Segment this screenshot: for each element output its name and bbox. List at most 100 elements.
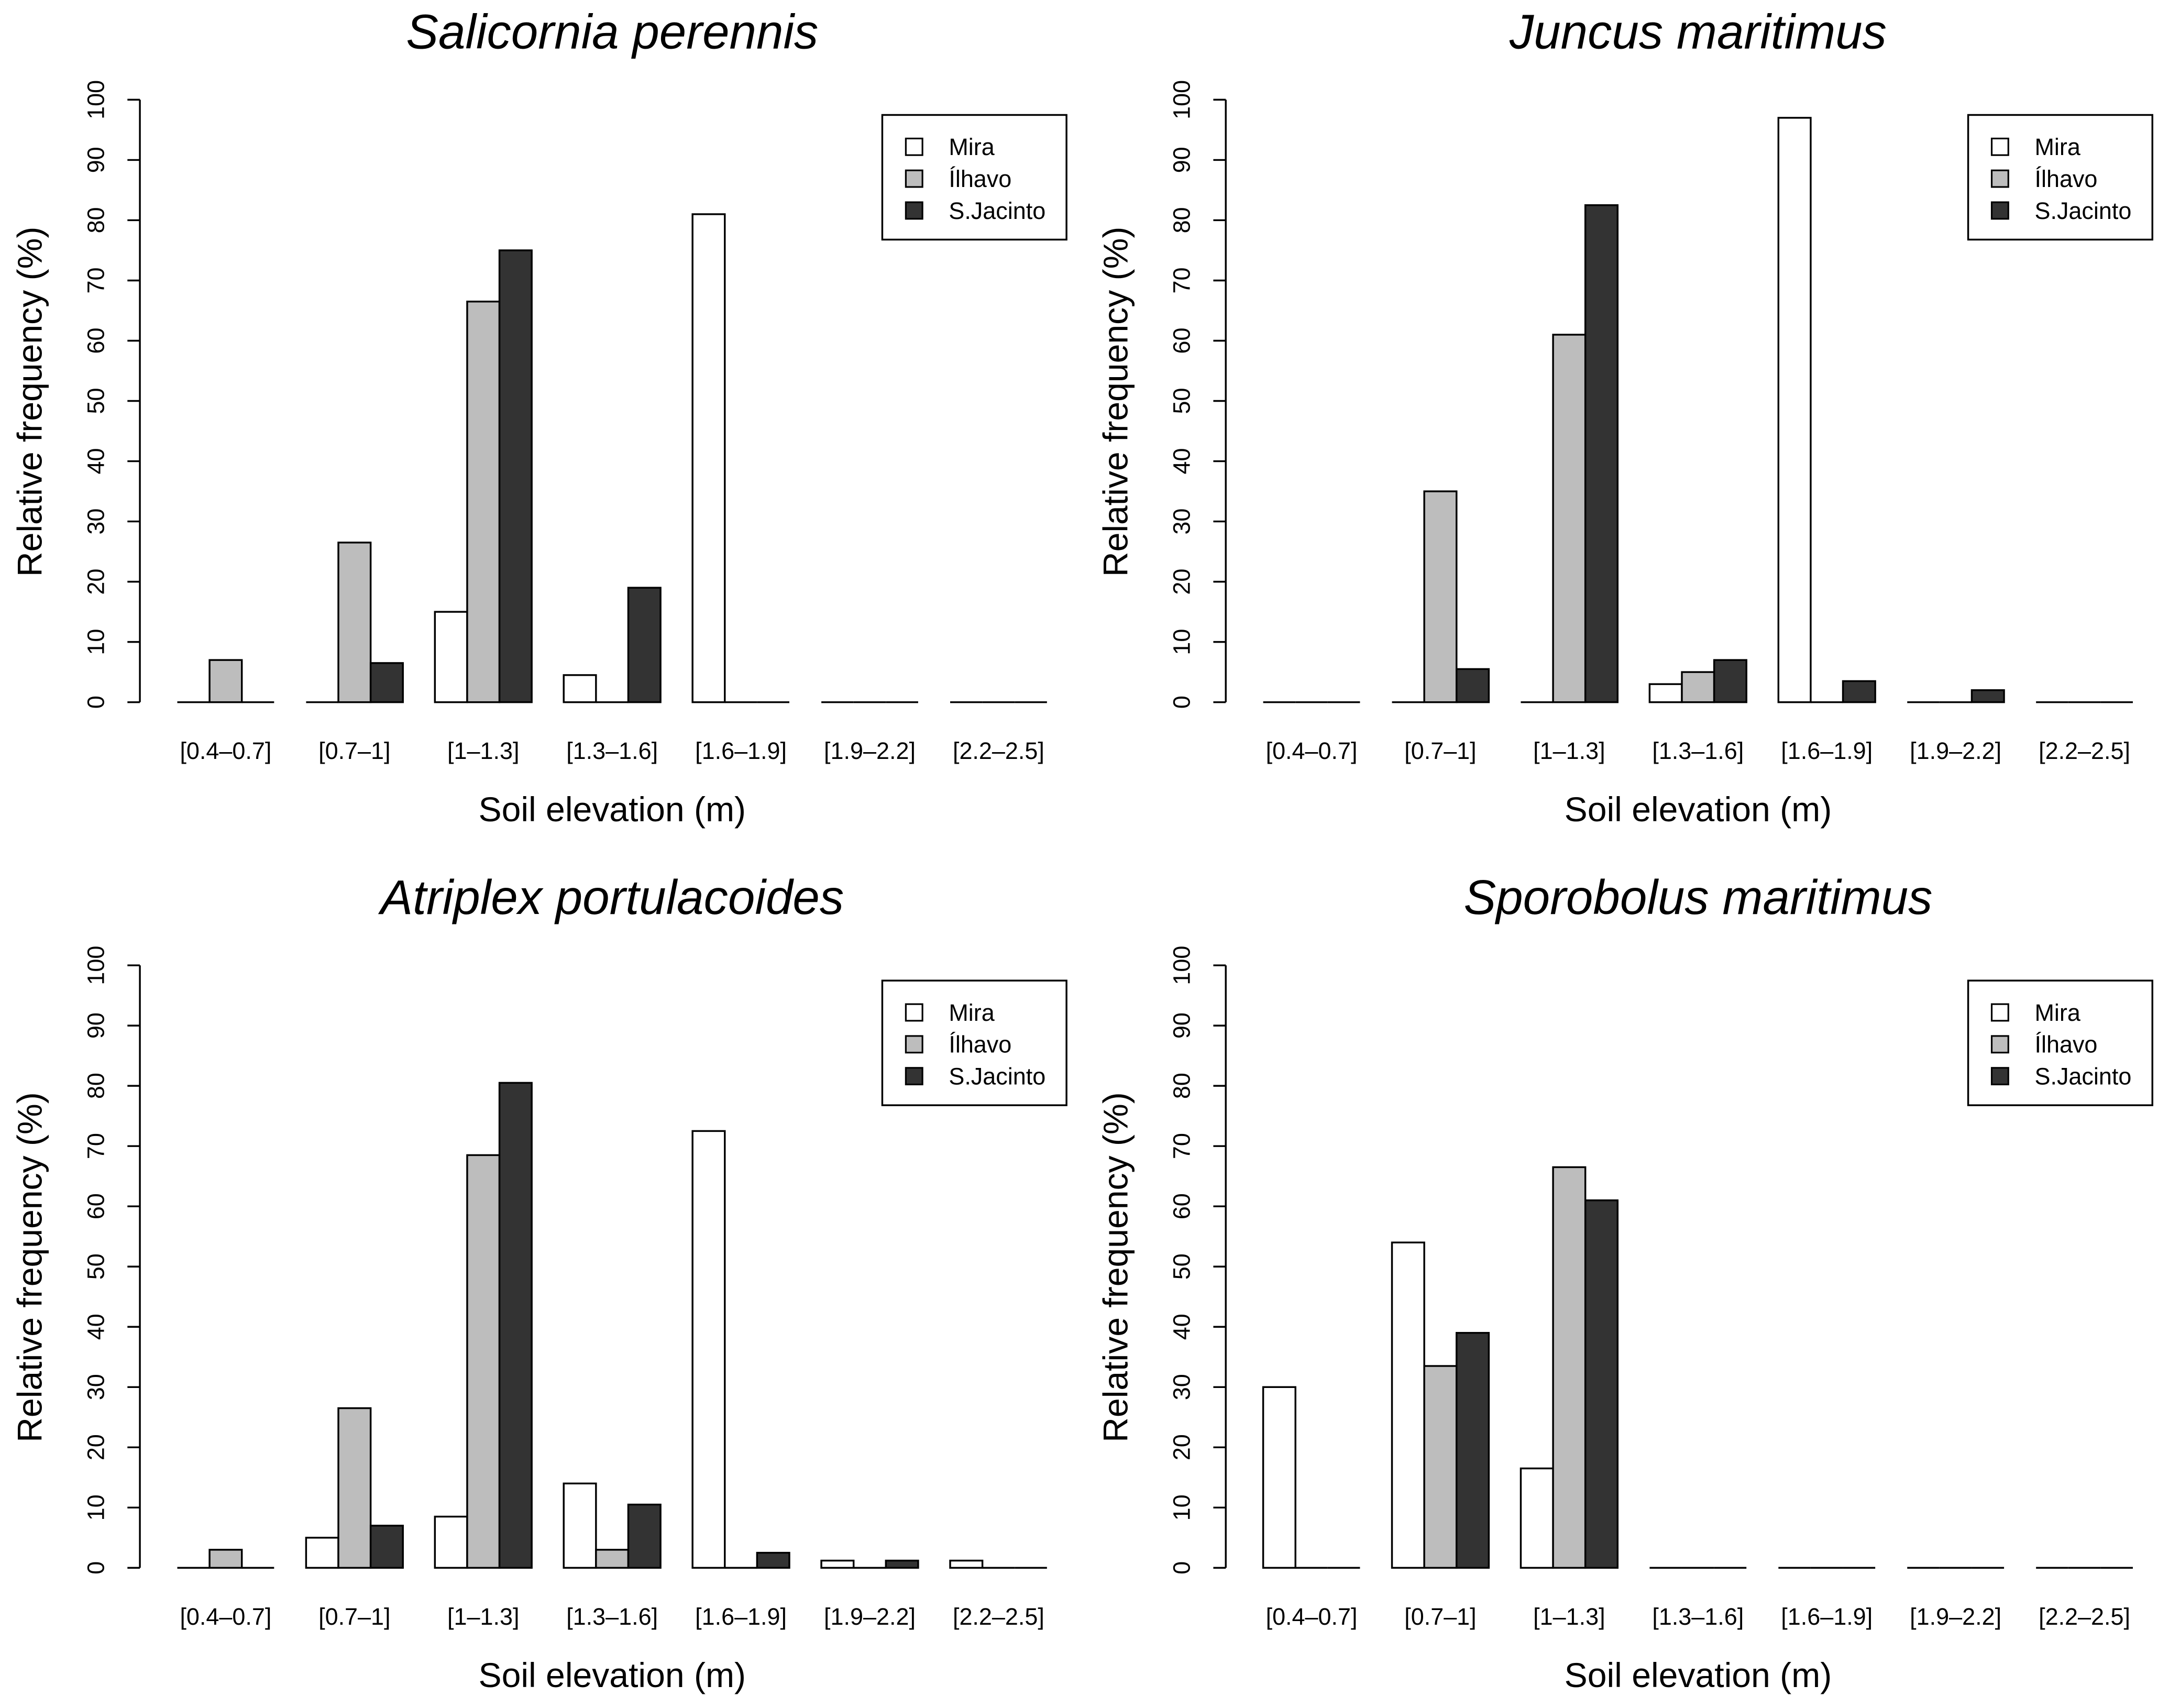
bar-1-7 — [949, 1559, 984, 1569]
y-tick-label: 0 — [1168, 1561, 1195, 1574]
x-tick-label: [1.3–1.6] — [1652, 1603, 1744, 1630]
x-tick-label: [1.3–1.6] — [566, 737, 658, 764]
y-tick-label: 20 — [1168, 569, 1195, 595]
x-tick-label: [0.4–0.7] — [1266, 737, 1358, 764]
bar-2-3 — [466, 1154, 501, 1569]
y-tick-label: 0 — [82, 1561, 109, 1574]
legend-label: S.Jacinto — [2035, 197, 2132, 224]
legend-swatch — [905, 169, 923, 188]
bar-3-2 — [1456, 1332, 1490, 1569]
y-tick-label: 100 — [1168, 80, 1195, 119]
y-tick-label: 40 — [1168, 448, 1195, 475]
y-tick-label: 90 — [82, 147, 109, 173]
legend-label: S.Jacinto — [2035, 1063, 2132, 1090]
y-tick-label: 60 — [82, 328, 109, 354]
y-tick-label: 60 — [1168, 328, 1195, 354]
y-tick-label: 60 — [82, 1193, 109, 1219]
legend: Mira Ílhavo S.Jacinto — [1967, 114, 2153, 241]
legend-label: S.Jacinto — [949, 1063, 1045, 1090]
x-tick-label: [1–1.3] — [447, 737, 519, 764]
bar-1-2 — [1391, 1241, 1425, 1569]
x-axis-label: Soil elevation (m) — [478, 790, 746, 829]
bar-3-5 — [1842, 680, 1876, 703]
y-tick-label: 50 — [82, 1253, 109, 1280]
x-tick-label: [1.9–2.2] — [824, 737, 916, 764]
x-axis-label: Soil elevation (m) — [1565, 1656, 1832, 1695]
x-tick-label: [0.4–0.7] — [180, 737, 271, 764]
y-tick-label: 10 — [82, 629, 109, 655]
x-tick-label: [2.2–2.5] — [953, 737, 1044, 764]
y-tick-label: 0 — [82, 696, 109, 709]
x-tick-label: [1–1.3] — [1533, 1603, 1605, 1630]
bar-3-2 — [369, 1525, 404, 1569]
x-tick-label: [0.7–1] — [1404, 1603, 1476, 1630]
y-axis-label: Relative frequency (%) — [10, 1092, 49, 1442]
x-tick-label: [2.2–2.5] — [2039, 1603, 2130, 1630]
chart-title: Sporobolus maritimus — [1463, 870, 1932, 924]
bar-3-6 — [885, 1559, 919, 1569]
y-axis-label: Relative frequency (%) — [1096, 227, 1135, 577]
x-axis-label: Soil elevation (m) — [478, 1656, 746, 1695]
y-tick-label: 40 — [82, 448, 109, 475]
x-tick-label: [1.9–2.2] — [824, 1603, 916, 1630]
x-tick-label: [2.2–2.5] — [2039, 737, 2130, 764]
legend-label: Ílhavo — [2035, 166, 2098, 192]
y-tick-label: 20 — [82, 1434, 109, 1460]
legend-label: Mira — [949, 999, 994, 1026]
bar-3-5 — [756, 1551, 790, 1569]
x-tick-label: [2.2–2.5] — [953, 1603, 1044, 1630]
bar-3-4 — [627, 1503, 662, 1569]
legend-swatch — [1990, 1035, 2009, 1054]
y-tick-label: 80 — [1168, 207, 1195, 233]
bar-1-3 — [1520, 1467, 1554, 1569]
y-tick-label: 80 — [1168, 1073, 1195, 1099]
bar-1-5 — [1777, 117, 1812, 703]
y-tick-label: 70 — [82, 267, 109, 293]
x-tick-label: [1–1.3] — [1533, 737, 1605, 764]
legend-swatch — [905, 137, 923, 156]
chart-panel-4: Sporobolus maritimus 0 10 20 30 40 50 60 70 80 90 1… — [1096, 870, 2153, 1695]
legend-swatch — [905, 1067, 923, 1086]
bar-1-4 — [563, 1482, 597, 1569]
bar-3-2 — [1456, 668, 1490, 703]
x-tick-label: [0.4–0.7] — [180, 1603, 271, 1630]
bar-2-1 — [208, 659, 243, 703]
x-tick-label: [1.9–2.2] — [1910, 737, 2001, 764]
bar-2-4 — [1681, 671, 1715, 703]
legend-label: Ílhavo — [949, 166, 1011, 192]
y-tick-label: 90 — [1168, 1012, 1195, 1039]
chart-panel-3: Atriplex portulacoides 0 10 20 30 40 50 60 70 80 9… — [10, 870, 1067, 1695]
y-tick-label: 30 — [1168, 509, 1195, 535]
y-tick-label: 80 — [82, 207, 109, 233]
legend-swatch — [905, 1003, 923, 1022]
y-tick-label: 90 — [1168, 147, 1195, 173]
x-tick-label: [1.3–1.6] — [1652, 737, 1744, 764]
legend-label: Mira — [2035, 999, 2080, 1026]
y-tick-label: 50 — [82, 388, 109, 414]
legend-label: S.Jacinto — [949, 197, 1045, 224]
bar-3-3 — [498, 249, 533, 703]
bar-1-2 — [305, 1537, 339, 1569]
y-tick-label: 50 — [1168, 388, 1195, 414]
y-tick-label: 100 — [82, 946, 109, 985]
bar-3-3 — [1584, 1199, 1619, 1569]
y-tick-label: 70 — [1168, 267, 1195, 293]
bar-1-5 — [691, 1130, 726, 1569]
bar-2-3 — [466, 301, 501, 703]
x-tick-label: [1.6–1.9] — [695, 737, 787, 764]
bar-2-2 — [337, 1407, 372, 1569]
y-tick-label: 90 — [82, 1012, 109, 1039]
bar-2-2 — [1423, 1365, 1458, 1569]
bar-3-6 — [1970, 689, 2005, 703]
y-tick-label: 10 — [1168, 1494, 1195, 1520]
bar-2-2 — [1423, 490, 1458, 703]
x-tick-label: [1.3–1.6] — [566, 1603, 658, 1630]
x-tick-label: [0.4–0.7] — [1266, 1603, 1358, 1630]
x-tick-label: [0.7–1] — [1404, 737, 1476, 764]
y-tick-label: 10 — [82, 1494, 109, 1520]
bar-3-3 — [498, 1082, 533, 1569]
legend-swatch — [1990, 1067, 2009, 1086]
bar-1-3 — [434, 1515, 468, 1569]
bar-3-4 — [627, 587, 662, 703]
